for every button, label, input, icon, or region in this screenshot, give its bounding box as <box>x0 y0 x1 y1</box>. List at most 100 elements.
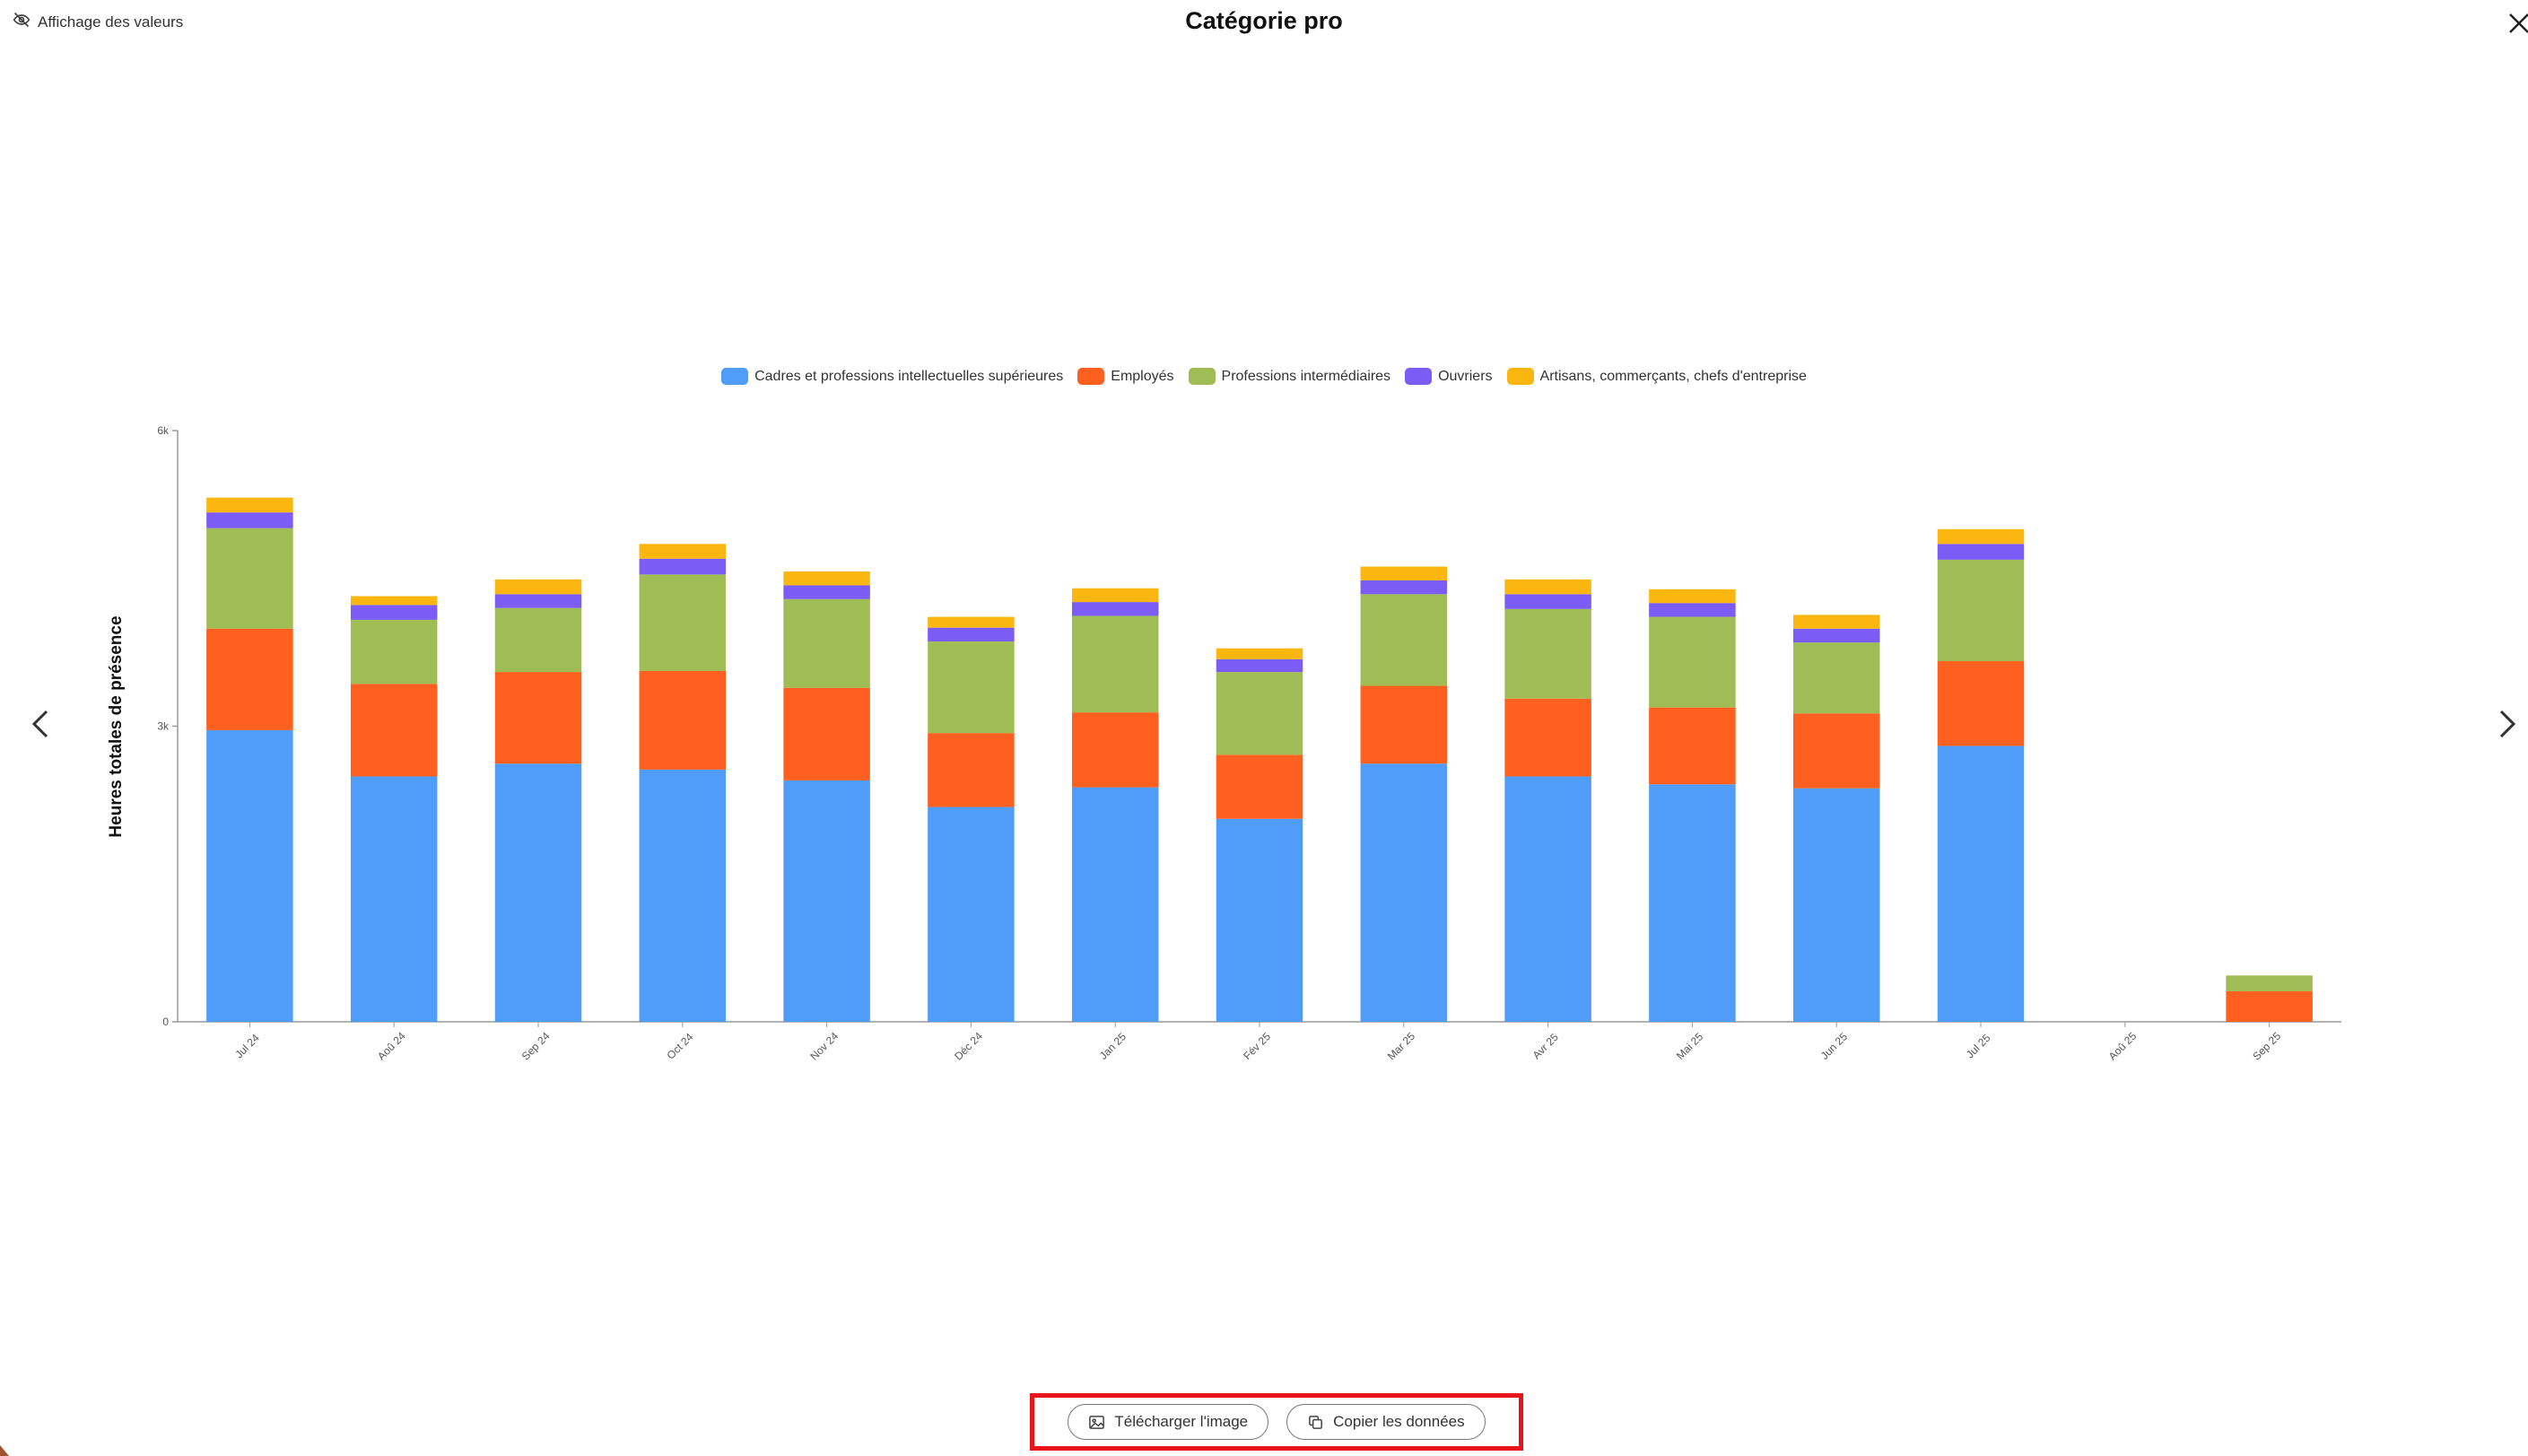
bar-segment-3 <box>1360 580 1448 595</box>
bar-segment-4 <box>1071 588 1159 603</box>
x-tick-label: Aoû 25 <box>2106 1030 2140 1063</box>
bar-segment-2 <box>1071 615 1159 713</box>
bar-segment-1 <box>1216 754 1303 819</box>
bar-segment-0 <box>1649 784 1736 1022</box>
legend-label: Artisans, commerçants, chefs d'entrepris… <box>1539 368 1807 384</box>
bar-segment-0 <box>783 780 870 1022</box>
x-tick-label: Jan 25 <box>1097 1030 1129 1062</box>
bar-segment-1 <box>206 628 293 730</box>
bar-segment-1 <box>350 684 438 777</box>
bar-segment-3 <box>783 585 870 599</box>
bar-segment-3 <box>1216 658 1303 673</box>
bar-segment-1 <box>1504 698 1591 777</box>
x-tick-label: Sep 24 <box>519 1030 553 1063</box>
bar-segment-4 <box>350 596 438 606</box>
bar-segment-2 <box>639 574 727 671</box>
image-icon <box>1089 1415 1105 1429</box>
bar-segment-2 <box>1937 559 2025 662</box>
bar-segment-4 <box>1504 579 1591 595</box>
legend-swatch <box>721 368 749 385</box>
x-tick-label: Fév 25 <box>1241 1030 1273 1062</box>
x-tick-label: Jun 25 <box>1818 1030 1851 1062</box>
bar-segment-3 <box>1792 628 1880 643</box>
bar-segment-0 <box>1216 818 1303 1022</box>
close-icon <box>2509 13 2528 33</box>
legend-swatch <box>1506 368 1534 385</box>
bar-segment-2 <box>928 641 1015 734</box>
bar-segment-4 <box>1360 566 1448 580</box>
download-image-button[interactable]: Télécharger l'image <box>1068 1404 1269 1440</box>
values-toggle[interactable]: Affichage des valeurs <box>13 11 183 33</box>
values-toggle-label: Affichage des valeurs <box>38 13 184 31</box>
bar-segment-3 <box>1649 603 1736 617</box>
bar-segment-3 <box>639 558 727 575</box>
y-tick-label: 3k <box>157 720 170 733</box>
bar-segment-0 <box>928 806 1015 1022</box>
bar-segment-1 <box>928 733 1015 807</box>
legend-item-1[interactable]: Employés <box>1077 368 1174 385</box>
bar-segment-3 <box>206 512 293 528</box>
legend-item-2[interactable]: Professions intermédiaires <box>1188 368 1391 385</box>
bar-segment-0 <box>1360 763 1448 1022</box>
bar-segment-1 <box>1937 661 2025 746</box>
x-tick-label: Sep 25 <box>2250 1030 2283 1063</box>
bar-segment-3 <box>928 627 1015 642</box>
bar-segment-4 <box>783 571 870 586</box>
x-tick-label: Aoû 24 <box>375 1030 408 1063</box>
legend-item-3[interactable]: Ouvriers <box>1405 368 1493 385</box>
x-tick-label: Mai 25 <box>1674 1030 1706 1062</box>
bar-segment-2 <box>1504 608 1591 699</box>
bar-segment-0 <box>350 776 438 1022</box>
y-tick-label: 6k <box>157 424 170 437</box>
bar-segment-4 <box>639 544 727 559</box>
bar-segment-2 <box>2226 975 2313 991</box>
bar-segment-0 <box>1071 787 1159 1022</box>
legend-swatch <box>1405 368 1433 385</box>
chart-actions: Télécharger l'image Copier les données <box>1030 1393 1523 1451</box>
bar-segment-2 <box>350 619 438 684</box>
legend-label: Professions intermédiaires <box>1221 368 1391 384</box>
bar-segment-4 <box>1649 589 1736 604</box>
bar-segment-2 <box>1216 672 1303 755</box>
chevron-right-icon <box>2499 710 2516 738</box>
bar-segment-2 <box>1649 616 1736 708</box>
bar-segment-1 <box>1792 713 1880 789</box>
bar-segment-1 <box>1360 685 1448 764</box>
legend-item-0[interactable]: Cadres et professions intellectuelles su… <box>721 368 1063 385</box>
previous-chart-button[interactable] <box>23 704 59 744</box>
copy-data-button[interactable]: Copier les données <box>1286 1404 1486 1440</box>
bar-segment-4 <box>1937 528 2025 545</box>
x-tick-label: Oct 24 <box>665 1030 696 1061</box>
bar-segment-0 <box>1792 788 1880 1022</box>
x-tick-label: Avr 25 <box>1530 1031 1562 1062</box>
bar-segment-4 <box>206 497 293 513</box>
bar-segment-0 <box>639 769 727 1022</box>
download-image-label: Télécharger l'image <box>1114 1413 1249 1430</box>
bar-segment-2 <box>783 598 870 688</box>
legend-label: Cadres et professions intellectuelles su… <box>754 368 1064 384</box>
corner-marker <box>0 1445 9 1456</box>
copy-data-label: Copier les données <box>1333 1413 1465 1430</box>
legend-item-4[interactable]: Artisans, commerçants, chefs d'entrepris… <box>1506 368 1807 385</box>
bar-segment-2 <box>494 607 582 673</box>
page-title: Catégorie pro <box>1185 7 1343 34</box>
bar-segment-2 <box>1360 594 1448 686</box>
next-chart-button[interactable] <box>2489 704 2524 744</box>
bar-segment-4 <box>1216 648 1303 659</box>
legend-label: Employés <box>1111 368 1174 384</box>
bar-segment-4 <box>1792 615 1880 629</box>
bar-segment-1 <box>1649 707 1736 785</box>
x-tick-label: Jul 25 <box>1964 1032 1993 1061</box>
bar-segment-1 <box>2226 990 2313 1022</box>
chart-legend: Cadres et professions intellectuelles su… <box>0 368 2528 385</box>
bar-segment-1 <box>783 687 870 780</box>
bar-segment-2 <box>1792 642 1880 714</box>
bar-segment-3 <box>1504 594 1591 609</box>
bar-segment-0 <box>1504 776 1591 1022</box>
bar-segment-1 <box>639 670 727 770</box>
bar-segment-4 <box>494 579 582 595</box>
close-button[interactable] <box>2501 5 2528 34</box>
x-tick-label: Déc 24 <box>952 1030 985 1063</box>
bar-segment-2 <box>206 527 293 629</box>
